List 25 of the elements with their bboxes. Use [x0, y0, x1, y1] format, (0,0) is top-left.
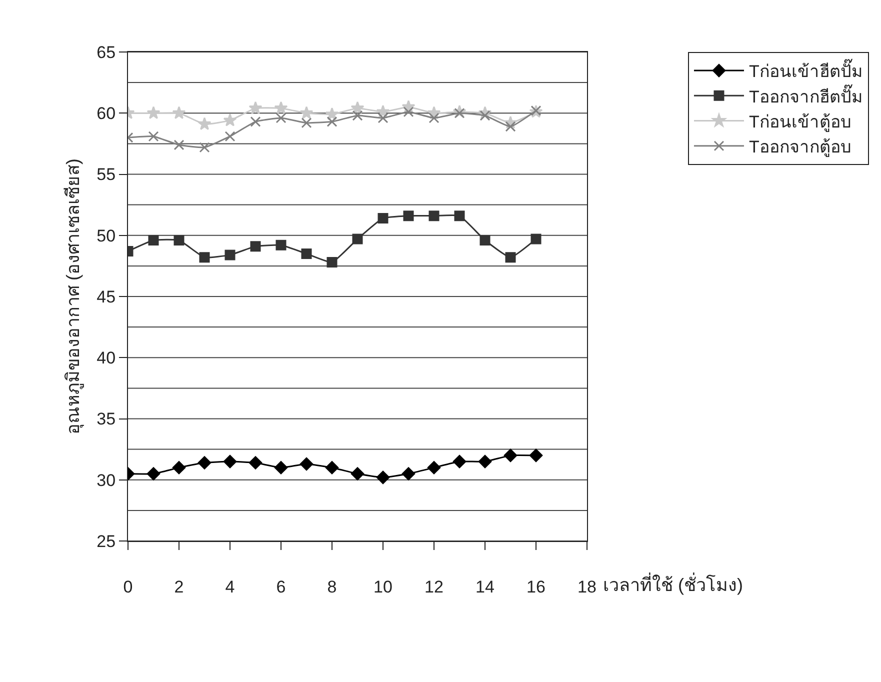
- x-tick-label: 4: [225, 577, 235, 596]
- x-tick-label: 6: [276, 577, 286, 596]
- x-tick-label: 2: [174, 577, 184, 596]
- y-tick-label: 40: [96, 348, 116, 368]
- y-tick-label: 55: [96, 165, 116, 184]
- x-tick-label: 14: [476, 577, 494, 596]
- x-axis-title: เวลาที่ใช้ (ชั่วโมง): [603, 572, 743, 595]
- x-tick-label: 10: [374, 577, 392, 596]
- legend-label: Tก่อนเข้าฮีตปั๊ม: [748, 58, 862, 82]
- y-tick-label: 35: [96, 410, 116, 429]
- x-tick-label: 12: [424, 577, 444, 596]
- y-tick-label: 30: [96, 470, 116, 490]
- legend-label: Tก่อนเข้าตู้อบ: [748, 112, 852, 132]
- legend-label: Tออกจากตู้อบ: [748, 137, 852, 158]
- y-tick-label: 45: [96, 287, 116, 306]
- legend-label: Tออกจากฮีตปั๊ม: [748, 83, 862, 106]
- y-axis-title: อุณหภูมิของอากาศ (องศาเซลเซียส): [62, 158, 84, 434]
- x-tick-label: 0: [123, 577, 133, 596]
- y-tick-label: 65: [96, 42, 116, 62]
- x-tick-label: 16: [526, 577, 546, 596]
- x-tick-label: 18: [578, 577, 596, 596]
- y-tick-label: 25: [96, 532, 116, 551]
- y-tick-label: 50: [96, 226, 116, 246]
- y-tick-label: 60: [96, 104, 116, 124]
- x-tick-label: 8: [327, 577, 337, 596]
